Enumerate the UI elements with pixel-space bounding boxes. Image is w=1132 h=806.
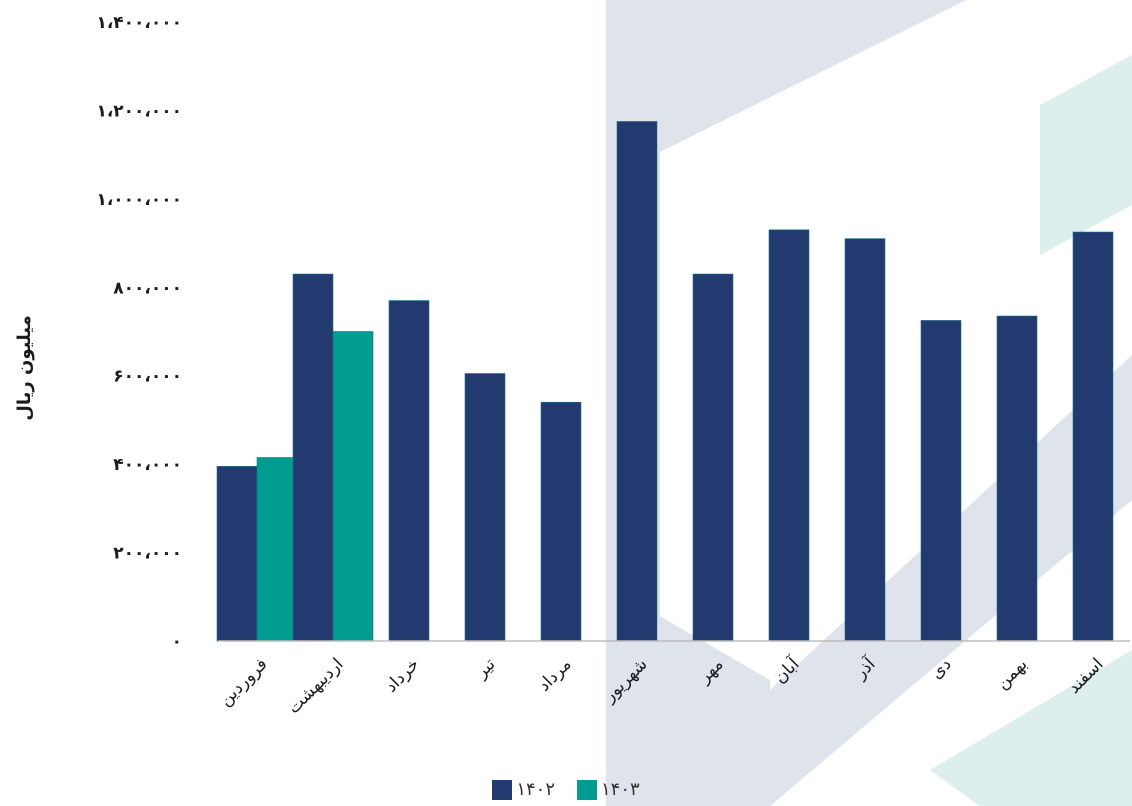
y-tick-label: ۱،۴۰۰،۰۰۰ [96,13,182,33]
y-axis-title: میلیون ریال [14,315,35,421]
y-tick-label: ۴۰۰،۰۰۰ [113,455,182,475]
bars [216,121,1114,642]
bar-۱۴۰۲-شهریور [616,121,658,642]
bar-۱۴۰۲-مرداد [540,401,582,642]
legend-label-1402: ۱۴۰۲ [516,779,555,800]
bar-۱۴۰۲-فروردین [216,466,258,642]
legend-swatch-1402 [492,779,513,800]
y-tick-label: ۱،۰۰۰،۰۰۰ [96,190,182,210]
legend-label-1403: ۱۴۰۳ [601,779,640,800]
bar-۱۴۰۲-دی [920,320,962,642]
y-tick-label: ۱،۲۰۰،۰۰۰ [96,101,182,121]
x-tick-label: خرداد [381,654,423,696]
bar-۱۴۰۲-آبان [768,229,810,642]
bar-۱۴۰۲-مهر [692,273,734,642]
legend: ۱۴۰۲ ۱۴۰۳ [0,779,1132,800]
y-tick-label: ۶۰۰،۰۰۰ [113,367,182,387]
x-tick-label: بهمن [992,654,1031,693]
bar-۱۴۰۲-بهمن [996,315,1038,642]
y-axis: ۰ ۲۰۰،۰۰۰ ۴۰۰،۰۰۰ ۶۰۰،۰۰۰ ۸۰۰،۰۰۰ ۱،۰۰۰،۰۰۰ ۱،… [96,13,182,652]
y-tick-label: ۸۰۰،۰۰۰ [113,278,182,298]
y-tick-label: ۲۰۰،۰۰۰ [113,544,182,564]
bar-۱۴۰۳-فروردین [256,457,298,642]
x-tick-label: تیر [471,654,500,683]
bar-۱۴۰۲-خرداد [388,300,430,642]
x-tick-label: مرداد [534,654,575,695]
bar-۱۴۰۲-اسفند [1072,231,1114,642]
legend-item-1403: ۱۴۰۳ [577,779,640,800]
legend-item-1402: ۱۴۰۲ [492,779,555,800]
legend-swatch-1403 [577,779,597,800]
bar-۱۴۰۲-اردیبهشت [292,273,334,642]
x-tick-label: فروردین [216,654,272,710]
bar-۱۴۰۲-تیر [464,373,506,642]
y-tick-label: ۰ [172,632,182,652]
x-tick-label: اردیبهشت [284,654,348,718]
bar-۱۴۰۳-اردیبهشت [332,331,374,642]
bar-۱۴۰۲-آذر [844,238,886,642]
